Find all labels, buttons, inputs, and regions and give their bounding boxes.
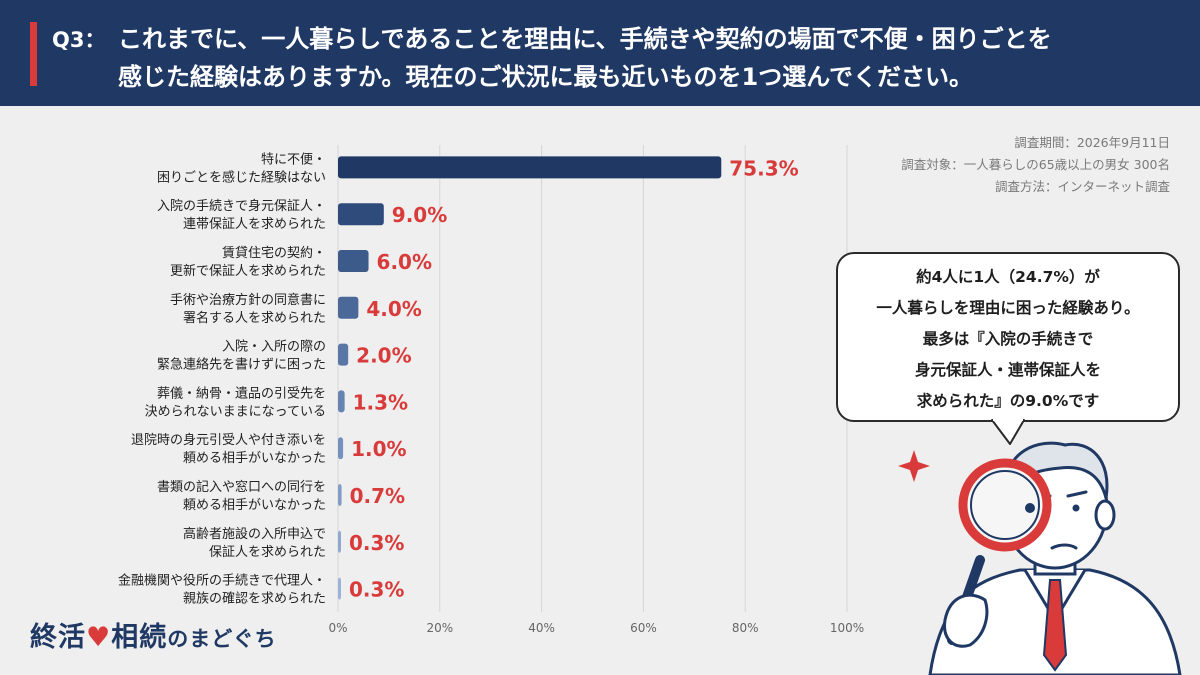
value-label: 75.3% bbox=[729, 156, 798, 180]
category-label: 高齢者施設の入所申込で bbox=[183, 526, 326, 542]
value-label: 0.3% bbox=[349, 578, 404, 602]
logo-text-madoguchi: のまどぐち bbox=[167, 627, 277, 651]
sparkle-icon bbox=[898, 450, 930, 482]
category-label: 退院時の身元引受人や付き添いを bbox=[131, 432, 326, 448]
x-tick-label: 100% bbox=[830, 621, 864, 635]
bar bbox=[338, 343, 349, 366]
x-tick-label: 20% bbox=[426, 621, 453, 635]
question-number: Q3： bbox=[52, 28, 106, 52]
survey-method: 調査方法：インターネット調査 bbox=[994, 179, 1170, 194]
bar bbox=[338, 577, 341, 600]
category-label: 頼める相手がいなかった bbox=[183, 451, 326, 466]
survey-period: 調査期間：2026年9月11日 bbox=[1014, 135, 1170, 150]
category-label: 書類の記入や窓口への同行を bbox=[157, 479, 326, 495]
callout-line: 一人暮らしを理由に困った経験あり。 bbox=[876, 299, 1140, 317]
category-label: 賃貸住宅の契約・ bbox=[222, 245, 326, 261]
category-label: 署名する人を求められた bbox=[183, 310, 326, 326]
category-label: 決められないままになっている bbox=[145, 404, 326, 419]
header-banner: Q3： これまでに、一人暮らしであることを理由に、手続きや契約の場面で不便・困り… bbox=[0, 0, 1200, 106]
survey-info: 調査期間：2026年9月11日 調査対象：一人暮らしの65歳以上の男女 300名… bbox=[901, 132, 1170, 198]
category-label: 葬儀・納骨・遺品の引受先を bbox=[157, 386, 326, 401]
category-label: 金融機関や役所の手続きで代理人・ bbox=[118, 573, 326, 589]
category-label: 頼める相手がいなかった bbox=[183, 498, 326, 513]
value-label: 4.0% bbox=[366, 297, 421, 321]
value-label: 1.0% bbox=[351, 437, 406, 461]
category-label: 特に不便・ bbox=[261, 152, 326, 167]
logo-heart-icon: ♥ bbox=[86, 622, 112, 653]
bar bbox=[338, 390, 345, 413]
x-tick-label: 0% bbox=[328, 621, 347, 635]
category-label: 保証人を求められた bbox=[209, 545, 326, 560]
tie bbox=[1042, 579, 1068, 672]
value-label: 9.0% bbox=[392, 203, 447, 227]
callout-line: 求められた』の9.0%です bbox=[916, 392, 1100, 410]
x-tick-label: 80% bbox=[732, 621, 759, 635]
magnifier-icon bbox=[958, 458, 1052, 552]
question-line-1: これまでに、一人暮らしであることを理由に、手続きや契約の場面で不便・困りごとを bbox=[118, 25, 1052, 53]
value-label: 2.0% bbox=[356, 344, 411, 368]
x-tick-label: 60% bbox=[630, 621, 657, 635]
callout-line: 身元保証人・連帯保証人を bbox=[914, 361, 1101, 379]
question-line-2: 感じた経験はありますか。現在のご状況に最も近いものを1つ選んでください。 bbox=[118, 63, 974, 91]
value-label: 6.0% bbox=[377, 250, 432, 274]
category-label: 更新で保証人を求められた bbox=[170, 263, 326, 279]
category-label: 連帯保証人を求められた bbox=[183, 217, 326, 232]
category-label: 入院の手続きで身元保証人・ bbox=[157, 198, 326, 214]
brand-logo: 終活♥相続のまどぐち bbox=[30, 615, 277, 654]
survey-target: 調査対象：一人暮らしの65歳以上の男女 300名 bbox=[901, 157, 1170, 172]
category-label: 緊急連絡先を書けずに困った bbox=[157, 357, 326, 373]
value-label: 0.3% bbox=[349, 531, 404, 555]
bar bbox=[338, 530, 341, 553]
value-label: 0.7% bbox=[350, 484, 405, 508]
category-label: 困りごとを感じた経験はない bbox=[157, 169, 326, 185]
bar bbox=[338, 296, 359, 319]
callout-bubble: 約4人に1人（24.7%）が 一人暮らしを理由に困った経験あり。 最多は『入院の… bbox=[836, 252, 1180, 422]
category-label: 手術や治療方針の同意書に bbox=[170, 292, 326, 308]
callout-line: 最多は『入院の手続きで bbox=[922, 330, 1094, 348]
bar bbox=[338, 156, 722, 179]
logo-text-souzoku: 相続 bbox=[111, 622, 168, 653]
category-label: 親族の確認を求められた bbox=[183, 591, 326, 607]
senior-man-magnifier-illustration bbox=[898, 441, 1182, 675]
bar bbox=[338, 250, 369, 272]
callout-line: 約4人に1人（24.7%）が bbox=[916, 268, 1100, 286]
header-accent-bar bbox=[30, 22, 37, 86]
bar bbox=[338, 484, 342, 506]
x-tick-label: 40% bbox=[528, 621, 555, 635]
value-label: 1.3% bbox=[353, 390, 408, 414]
callout-tail bbox=[991, 418, 1025, 445]
logo-text-shukatsu: 終活 bbox=[30, 622, 86, 653]
callout-text: 約4人に1人（24.7%）が 一人暮らしを理由に困った経験あり。 最多は『入院の… bbox=[838, 262, 1178, 417]
question-text: これまでに、一人暮らしであることを理由に、手続きや契約の場面で不便・困りごとを … bbox=[118, 20, 1178, 96]
category-label: 入院・入所の際の bbox=[222, 340, 326, 355]
bar bbox=[338, 437, 344, 460]
bar bbox=[338, 203, 384, 226]
